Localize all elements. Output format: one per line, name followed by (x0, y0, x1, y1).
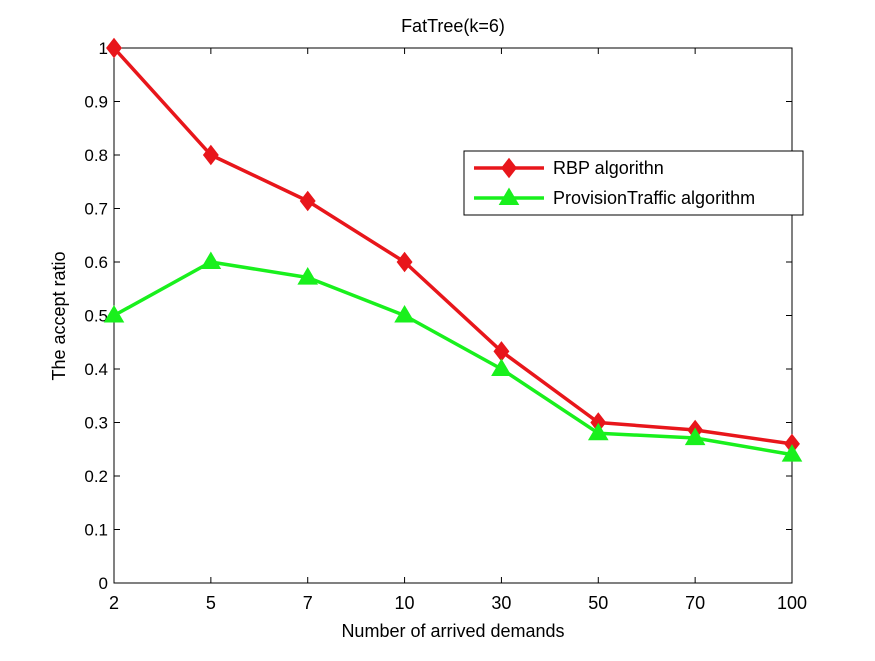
chart-title: FatTree(k=6) (401, 16, 505, 36)
series-2 (103, 251, 803, 462)
legend-marker (498, 187, 520, 206)
x-tick-label: 30 (491, 593, 511, 613)
data-point (200, 251, 222, 270)
series-line (113, 260, 793, 457)
x-tick-label: 7 (303, 593, 313, 613)
x-tick-label: 100 (777, 593, 807, 613)
data-point (202, 144, 219, 166)
legend-entry: RBP algorithn (474, 157, 664, 179)
legend-marker (501, 157, 517, 179)
x-axis-label: Number of arrived demands (341, 621, 564, 641)
y-tick-label: 0.9 (84, 93, 108, 112)
series-line (112, 46, 793, 446)
legend-label: ProvisionTraffic algorithm (553, 188, 755, 208)
data-point (299, 190, 316, 212)
y-tick-label: 0.2 (84, 467, 108, 486)
y-axis: 0 0.1 0.2 0.3 0.4 0.5 0.6 0.7 0.8 0.9 1 (84, 39, 792, 593)
x-tick-label: 2 (109, 593, 119, 613)
y-tick-label: 0.1 (84, 521, 108, 540)
y-axis-label: The accept ratio (49, 251, 69, 380)
x-tick-label: 70 (685, 593, 705, 613)
x-tick-label: 5 (206, 593, 216, 613)
y-tick-label: 0.8 (84, 146, 108, 165)
data-point (394, 305, 415, 323)
y-tick-label: 1 (99, 39, 108, 58)
x-axis: 2 5 7 10 30 50 70 100 (109, 48, 807, 613)
y-tick-label: 0 (99, 574, 108, 593)
data-point (684, 427, 706, 446)
data-point (396, 251, 413, 273)
data-point (491, 358, 512, 377)
data-point (587, 422, 609, 441)
legend-box (463, 150, 804, 216)
series-1 (106, 37, 800, 455)
series-layer (103, 37, 803, 462)
x-tick-label: 50 (588, 593, 608, 613)
y-tick-label: 0.3 (84, 414, 108, 433)
y-tick-label: 0.6 (84, 253, 108, 272)
legend-entry: ProvisionTraffic algorithm (474, 187, 755, 208)
data-point (781, 444, 803, 462)
y-tick-label: 0.5 (84, 307, 108, 326)
legend: RBP algorithn ProvisionTraffic algorithm (463, 150, 804, 216)
y-tick-label: 0.4 (84, 360, 108, 379)
plot-area (113, 47, 793, 584)
data-point (106, 37, 122, 59)
data-point (297, 267, 319, 285)
y-tick-label: 0.7 (84, 200, 108, 219)
x-tick-label: 10 (395, 593, 415, 613)
legend-label: RBP algorithn (553, 158, 664, 178)
data-point (103, 305, 125, 323)
